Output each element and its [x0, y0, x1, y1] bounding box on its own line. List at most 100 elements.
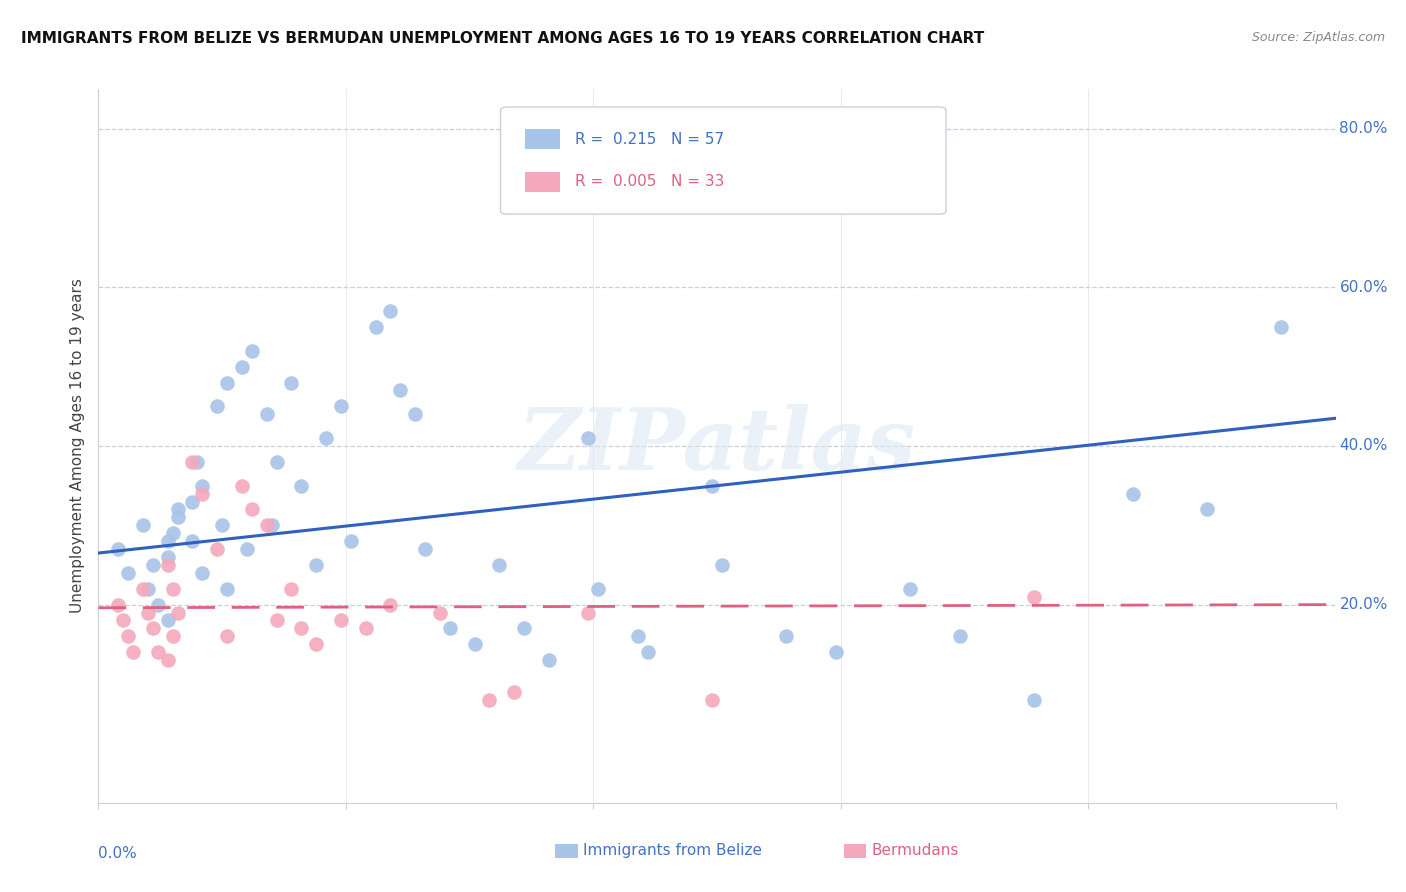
Point	[146, 598, 169, 612]
Point	[503, 685, 526, 699]
Point	[256, 518, 278, 533]
Point	[142, 558, 165, 572]
Point	[1270, 320, 1292, 334]
Point	[340, 534, 363, 549]
Point	[217, 376, 239, 390]
Bar	[526, 172, 560, 192]
Point	[236, 542, 259, 557]
Point	[181, 534, 204, 549]
Point	[156, 653, 179, 667]
Point	[217, 582, 239, 596]
Point	[280, 582, 302, 596]
Point	[142, 621, 165, 635]
Point	[364, 320, 387, 334]
Point	[266, 614, 288, 628]
Point	[329, 614, 352, 628]
Point	[329, 400, 352, 414]
Point	[156, 558, 179, 572]
Point	[191, 566, 214, 580]
Point	[305, 558, 328, 572]
Point	[439, 621, 461, 635]
Point	[290, 478, 312, 492]
Point	[112, 614, 135, 628]
Point	[380, 598, 402, 612]
Point	[775, 629, 797, 643]
Point	[217, 629, 239, 643]
Point	[948, 629, 970, 643]
Text: ZIPatlas: ZIPatlas	[517, 404, 917, 488]
Point	[205, 400, 228, 414]
Y-axis label: Unemployment Among Ages 16 to 19 years: Unemployment Among Ages 16 to 19 years	[70, 278, 86, 614]
Point	[824, 645, 846, 659]
Point	[166, 510, 188, 524]
Point	[156, 549, 179, 564]
Point	[588, 582, 610, 596]
Point	[389, 384, 412, 398]
Text: 80.0%: 80.0%	[1340, 121, 1388, 136]
Point	[637, 645, 659, 659]
Point	[260, 518, 283, 533]
Point	[1022, 692, 1045, 706]
Point	[240, 502, 263, 516]
Point	[132, 518, 155, 533]
Point	[231, 478, 253, 492]
Point	[1195, 502, 1218, 516]
Point	[280, 376, 302, 390]
Text: R =  0.215   N = 57: R = 0.215 N = 57	[575, 132, 724, 146]
Point	[700, 478, 723, 492]
Point	[146, 645, 169, 659]
Point	[537, 653, 560, 667]
Point	[464, 637, 486, 651]
Point	[429, 606, 451, 620]
Point	[1022, 590, 1045, 604]
Point	[513, 621, 536, 635]
Point	[711, 558, 734, 572]
Text: Bermudans: Bermudans	[872, 844, 959, 858]
Text: Source: ZipAtlas.com: Source: ZipAtlas.com	[1251, 31, 1385, 45]
Point	[354, 621, 377, 635]
Point	[181, 455, 204, 469]
Text: Immigrants from Belize: Immigrants from Belize	[583, 844, 762, 858]
Point	[576, 431, 599, 445]
Point	[136, 606, 159, 620]
Point	[488, 558, 510, 572]
Point	[181, 494, 204, 508]
Text: 0.0%: 0.0%	[98, 846, 138, 861]
Point	[191, 478, 214, 492]
Bar	[526, 129, 560, 149]
Point	[186, 455, 208, 469]
Point	[122, 645, 145, 659]
Point	[107, 542, 129, 557]
Point	[117, 629, 139, 643]
Point	[132, 582, 155, 596]
Text: 60.0%: 60.0%	[1340, 280, 1388, 295]
Point	[156, 534, 179, 549]
FancyBboxPatch shape	[501, 107, 946, 214]
Point	[380, 304, 402, 318]
Point	[240, 343, 263, 358]
Point	[211, 518, 233, 533]
Point	[315, 431, 337, 445]
Text: 20.0%: 20.0%	[1340, 597, 1388, 612]
Point	[898, 582, 921, 596]
Point	[162, 582, 184, 596]
Point	[205, 542, 228, 557]
Point	[166, 606, 188, 620]
Point	[166, 502, 188, 516]
Point	[162, 526, 184, 541]
Point	[156, 614, 179, 628]
Point	[162, 629, 184, 643]
Point	[404, 407, 426, 421]
Point	[700, 692, 723, 706]
Text: 40.0%: 40.0%	[1340, 439, 1388, 453]
Point	[107, 598, 129, 612]
Point	[191, 486, 214, 500]
Point	[136, 582, 159, 596]
Point	[305, 637, 328, 651]
Point	[413, 542, 436, 557]
Point	[478, 692, 501, 706]
Point	[266, 455, 288, 469]
Point	[627, 629, 650, 643]
Point	[1122, 486, 1144, 500]
Point	[290, 621, 312, 635]
